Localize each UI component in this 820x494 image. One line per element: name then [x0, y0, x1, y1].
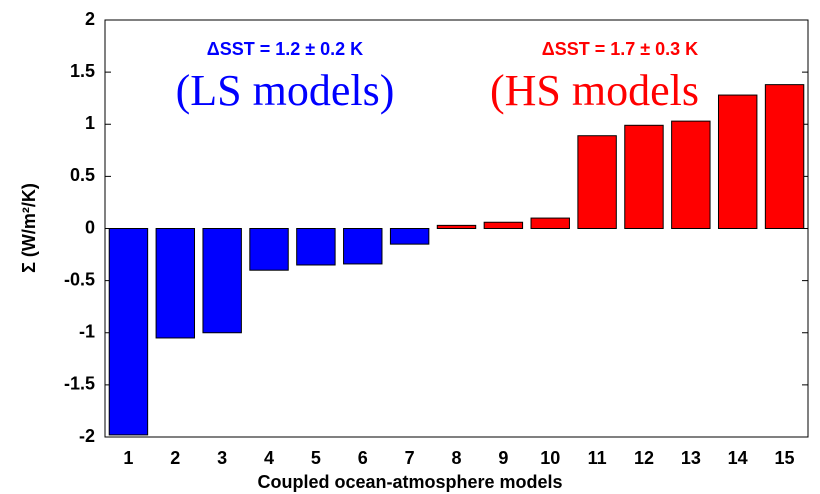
annotations: ΔSST = 1.2 ± 0.2 K (LS models) ΔSST = 1.…: [176, 39, 699, 115]
x-tick-label: 14: [728, 448, 748, 468]
bar: [671, 120, 711, 229]
y-axis-title: Σ (W/m²/K): [19, 183, 39, 273]
bar: [343, 228, 383, 265]
bar: [764, 84, 805, 230]
bar: [202, 228, 242, 334]
x-tick-label: 7: [405, 448, 415, 468]
bar: [530, 217, 570, 229]
x-tick-label: 11: [588, 448, 607, 468]
x-tick-label: 8: [451, 448, 461, 468]
annotation: (HS models: [490, 66, 699, 115]
bar: [577, 135, 617, 229]
x-tick-label: 2: [170, 448, 180, 468]
x-tick-label: 10: [540, 448, 560, 468]
bar: [249, 228, 289, 271]
y-tick-label: -2: [79, 426, 95, 446]
bar: [717, 94, 758, 229]
bar: [436, 224, 477, 229]
bar: [108, 228, 149, 436]
x-tick-label: 3: [217, 448, 227, 468]
x-tick-label: 12: [634, 448, 654, 468]
y-tick-label: -1: [79, 322, 95, 342]
x-tick-label: 5: [311, 448, 321, 468]
annotation: (LS models): [176, 66, 395, 115]
x-tick-label: 1: [123, 448, 133, 468]
bar: [155, 228, 196, 339]
bar: [389, 228, 430, 245]
x-tick-label: 6: [358, 448, 368, 468]
y-tick-label: -1.5: [64, 374, 95, 394]
y-tick-label: 1: [85, 113, 95, 133]
y-tick-label: -0.5: [64, 269, 95, 289]
y-tick-label: 0.5: [70, 165, 95, 185]
y-tick-label: 1.5: [70, 61, 95, 81]
x-tick-label: 13: [681, 448, 701, 468]
x-axis-title: Coupled ocean-atmosphere models: [257, 472, 562, 492]
x-tick-label: 4: [264, 448, 274, 468]
annotation: ΔSST = 1.7 ± 0.3 K: [542, 39, 698, 59]
annotation: ΔSST = 1.2 ± 0.2 K: [207, 39, 363, 59]
bar: [483, 221, 524, 229]
plot-frame: [104, 19, 809, 438]
bar: [624, 124, 664, 229]
bar: [296, 228, 336, 266]
y-tick-label: 0: [85, 217, 95, 237]
x-tick-label: 15: [775, 448, 795, 468]
y-tick-label: 2: [85, 9, 95, 29]
x-tick-label: 9: [498, 448, 508, 468]
